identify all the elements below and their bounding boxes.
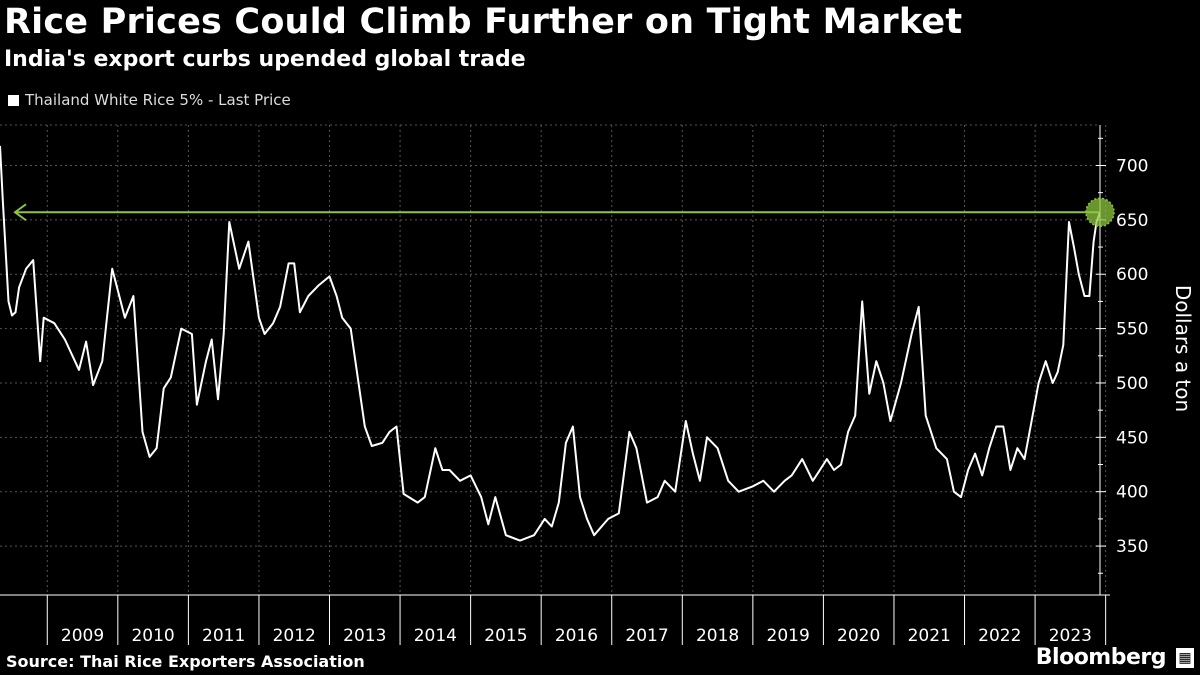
x-axis: 2009 2010 2011 2012 2013 2014 2015 2016 2017 2018… [0, 594, 1110, 646]
x-tick-label: 2011 [202, 626, 245, 646]
y-axis: 350 400 450 500 550 600 650 700 Dollars a ton [1096, 125, 1195, 595]
reference-arrow-head [13, 203, 27, 222]
grid [0, 124, 1107, 595]
series-line-thailand-white-rice [0, 145, 1101, 542]
x-tick-label: 2015 [484, 626, 527, 646]
last-price-circle [1085, 197, 1115, 228]
x-tick-label: 2013 [343, 626, 386, 646]
y-tick-label: 650 [1116, 211, 1148, 231]
y-tick-label: 350 [1116, 537, 1148, 557]
x-tick-label: 2009 [61, 626, 104, 646]
brand-logo: Bloomberg [1035, 645, 1167, 670]
x-tick-label: 2017 [625, 626, 668, 646]
bloomberg-terminal-icon: ▦ [1176, 648, 1194, 668]
y-tick-label: 500 [1116, 374, 1148, 394]
y-tick-label: 550 [1116, 320, 1148, 340]
x-tick-label: 2019 [767, 626, 810, 646]
reference-line [13, 203, 1100, 222]
legend: Thailand White Rice 5% - Last Price [8, 91, 291, 109]
legend-label: Thailand White Rice 5% - Last Price [25, 91, 291, 109]
chart-subtitle: India's export curbs upended global trad… [4, 47, 526, 72]
x-tick-label: 2016 [555, 626, 598, 646]
source-note: Source: Thai Rice Exporters Association [6, 652, 365, 671]
x-tick-label: 2023 [1049, 626, 1092, 646]
last-price-marker [1085, 197, 1115, 228]
y-tick-label: 700 [1116, 156, 1148, 176]
x-tick-label: 2022 [978, 626, 1021, 646]
x-tick-label: 2012 [273, 626, 316, 646]
y-tick-label: 600 [1116, 265, 1148, 285]
y-tick-label: 450 [1116, 428, 1148, 448]
x-tick-label: 2021 [908, 626, 951, 646]
x-tick-label: 2014 [414, 626, 457, 646]
x-tick-label: 2018 [696, 626, 739, 646]
x-tick-label: 2020 [837, 626, 880, 646]
y-axis-label: Dollars a ton [1171, 285, 1195, 412]
legend-swatch [8, 94, 19, 106]
y-tick-label: 400 [1116, 483, 1148, 503]
series [0, 145, 1101, 542]
x-tick-label: 2010 [131, 626, 174, 646]
chart-title: Rice Prices Could Climb Further on Tight… [4, 2, 963, 42]
